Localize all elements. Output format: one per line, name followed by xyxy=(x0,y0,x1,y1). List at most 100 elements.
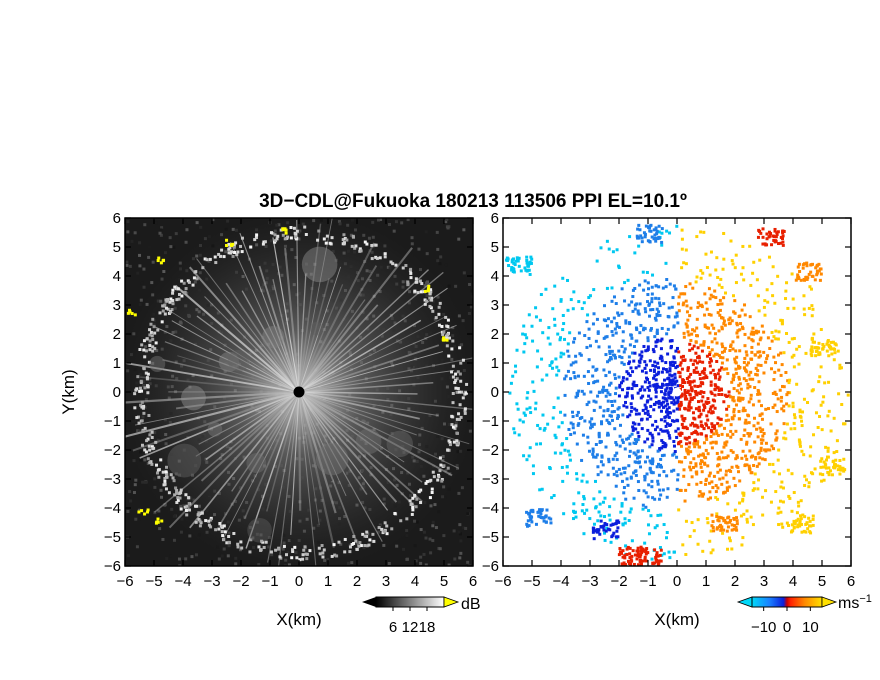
echo-ring-pixel xyxy=(368,538,372,542)
velocity-pixel xyxy=(700,470,704,474)
echo-ring-pixel xyxy=(292,226,296,230)
velocity-pixel xyxy=(712,432,716,436)
y-tick-label: −5 xyxy=(482,529,499,546)
x-tick-label: −6 xyxy=(494,573,511,590)
velocity-pixel xyxy=(684,262,688,266)
velocity-pixel xyxy=(594,368,598,372)
echo-ring-pixel xyxy=(142,411,146,415)
velocity-pixel xyxy=(689,372,693,376)
velocity-pixel xyxy=(661,488,665,492)
velocity-pixel xyxy=(561,276,565,280)
echo-ring-pixel xyxy=(168,300,172,304)
velocity-echo-pixel xyxy=(604,529,608,533)
velocity-pixel xyxy=(652,376,656,380)
velocity-pixel xyxy=(716,497,720,501)
velocity-pixel xyxy=(780,480,784,484)
velocity-pixel xyxy=(677,350,681,354)
echo-ring-pixel xyxy=(365,242,369,246)
velocity-echo-pixel xyxy=(540,508,544,512)
velocity-echo-pixel xyxy=(809,349,813,353)
echo-ring-pixel xyxy=(203,257,207,261)
velocity-pixel xyxy=(677,460,681,464)
velocity-pixel xyxy=(585,403,589,407)
velocity-pixel xyxy=(662,400,666,404)
echo-ring-pixel xyxy=(198,524,202,528)
velocity-pixel xyxy=(622,404,626,408)
velocity-pixel xyxy=(722,296,726,300)
velocity-pixel xyxy=(656,449,660,453)
echo-ring-pixel xyxy=(192,276,196,280)
velocity-pixel xyxy=(747,434,751,438)
x-tick-label: 3 xyxy=(382,573,390,590)
velocity-pixel xyxy=(693,359,697,363)
velocity-pixel xyxy=(672,363,676,367)
velocity-pixel xyxy=(680,247,684,251)
velocity-echo-pixel xyxy=(814,354,818,358)
velocity-pixel xyxy=(692,416,696,420)
velocity-pixel xyxy=(569,421,573,425)
echo-ring-pixel xyxy=(194,270,198,274)
velocity-pixel xyxy=(659,428,663,432)
velocity-pixel xyxy=(708,331,712,335)
velocity-pixel xyxy=(820,428,824,432)
intensity-noise xyxy=(414,559,418,563)
velocity-echo-pixel xyxy=(725,529,729,533)
velocity-echo-pixel xyxy=(720,525,724,529)
velocity-echo-pixel xyxy=(607,527,611,531)
velocity-pixel xyxy=(718,375,722,379)
velocity-echo-pixel xyxy=(657,224,661,228)
velocity-echo-pixel xyxy=(785,521,789,525)
intensity-streak xyxy=(195,391,300,457)
intensity-noise xyxy=(459,551,463,555)
echo-ring-pixel xyxy=(161,309,165,313)
intensity-noise xyxy=(234,562,238,566)
velocity-pixel xyxy=(705,354,709,358)
velocity-pixel xyxy=(803,483,807,487)
velocity-echo-pixel xyxy=(710,524,714,528)
velocity-pixel xyxy=(748,449,752,453)
velocity-pixel xyxy=(698,384,702,388)
velocity-pixel xyxy=(580,458,584,462)
velocity-pixel xyxy=(683,417,687,421)
velocity-pixel xyxy=(582,301,586,305)
velocity-pixel xyxy=(660,403,664,407)
velocity-pixel xyxy=(728,539,732,543)
velocity-pixel xyxy=(550,360,554,364)
velocity-pixel xyxy=(596,473,600,477)
echo-ring-pixel xyxy=(184,493,188,497)
velocity-pixel xyxy=(613,373,617,377)
velocity-pixel xyxy=(637,359,641,363)
velocity-pixel xyxy=(775,429,779,433)
velocity-pixel xyxy=(717,329,721,333)
echo-ring-pixel xyxy=(165,472,169,476)
velocity-pixel xyxy=(751,377,755,381)
velocity-echo-pixel xyxy=(795,519,799,523)
velocity-pixel xyxy=(551,366,555,370)
velocity-pixel xyxy=(785,281,789,285)
echo-ring-pixel xyxy=(153,347,157,351)
velocity-pixel xyxy=(668,436,672,440)
velocity-pixel xyxy=(738,501,742,505)
velocity-pixel xyxy=(617,467,621,471)
velocity-pixel xyxy=(705,307,709,311)
echo-ring-pixel xyxy=(437,312,441,316)
velocity-pixel xyxy=(702,367,706,371)
echo-ring-pixel xyxy=(451,401,455,405)
velocity-pixel xyxy=(547,326,551,330)
velocity-pixel xyxy=(743,356,747,360)
intensity-streak xyxy=(298,357,473,393)
velocity-unit-base: ms xyxy=(838,595,859,612)
velocity-pixel xyxy=(790,337,794,341)
echo-ring-pixel xyxy=(194,520,198,524)
velocity-echo-pixel xyxy=(711,520,715,524)
velocity-pixel xyxy=(748,377,752,381)
velocity-pixel xyxy=(714,376,718,380)
velocity-pixel xyxy=(600,455,604,459)
velocity-pixel xyxy=(683,390,687,394)
velocity-pixel xyxy=(571,422,575,426)
velocity-pixel xyxy=(636,480,640,484)
velocity-pixel xyxy=(643,327,647,331)
velocity-pixel xyxy=(716,303,720,307)
velocity-pixel xyxy=(678,395,682,399)
velocity-pixel xyxy=(664,261,668,265)
